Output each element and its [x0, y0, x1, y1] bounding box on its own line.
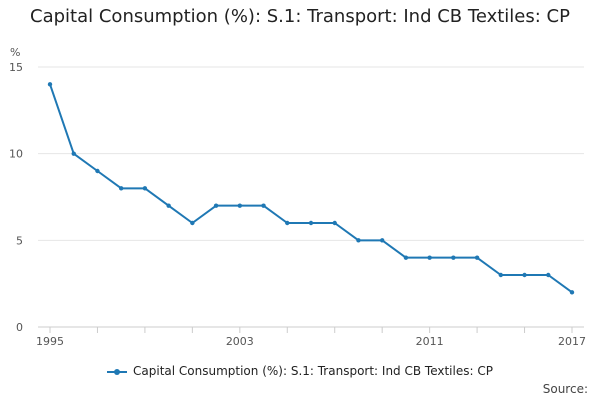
- y-tick-label: 5: [16, 234, 23, 247]
- data-point: [356, 238, 361, 243]
- legend-line-marker-icon: [107, 368, 128, 375]
- data-point: [379, 238, 385, 243]
- series-lines: [47, 82, 575, 295]
- axes: [38, 326, 584, 333]
- legend[interactable]: Capital Consumption (%): S.1: Transport:…: [0, 364, 600, 378]
- data-point: [190, 220, 195, 226]
- data-point: [332, 220, 337, 226]
- x-tick-label: 2003: [226, 335, 254, 348]
- y-tick-label: 0: [16, 321, 23, 334]
- data-point: [308, 220, 314, 226]
- data-point: [71, 151, 76, 156]
- x-tick-label: 1995: [36, 335, 64, 348]
- data-point: [261, 203, 266, 208]
- data-point: [474, 255, 480, 260]
- source-label: Source:: [542, 382, 588, 396]
- data-point: [285, 220, 290, 226]
- legend-label: Capital Consumption (%): S.1: Transport:…: [133, 364, 493, 378]
- data-point: [546, 272, 551, 278]
- data-point: [237, 203, 243, 208]
- series-line: [49, 84, 573, 294]
- chart-title: Capital Consumption (%): S.1: Transport:…: [30, 6, 570, 27]
- x-tick-label: 2011: [416, 335, 444, 348]
- data-point: [118, 186, 124, 191]
- data-point: [403, 255, 409, 260]
- data-point: [47, 82, 53, 87]
- x-tick-label: 2017: [558, 335, 586, 348]
- grid-lines: [38, 66, 584, 241]
- data-point: [427, 255, 432, 260]
- data-point: [522, 272, 527, 278]
- data-point: [142, 186, 148, 191]
- data-point: [213, 203, 219, 208]
- data-point: [451, 255, 456, 260]
- y-tick-label: 15: [9, 61, 23, 74]
- y-tick-label: 10: [9, 148, 23, 161]
- data-point: [95, 168, 100, 174]
- tick-labels: 0 5 10 15% 1995 2003 2011 2017: [9, 46, 586, 348]
- data-point: [569, 290, 575, 295]
- data-point: [498, 272, 504, 278]
- data-point: [166, 203, 171, 208]
- y-unit-label: %: [10, 46, 20, 59]
